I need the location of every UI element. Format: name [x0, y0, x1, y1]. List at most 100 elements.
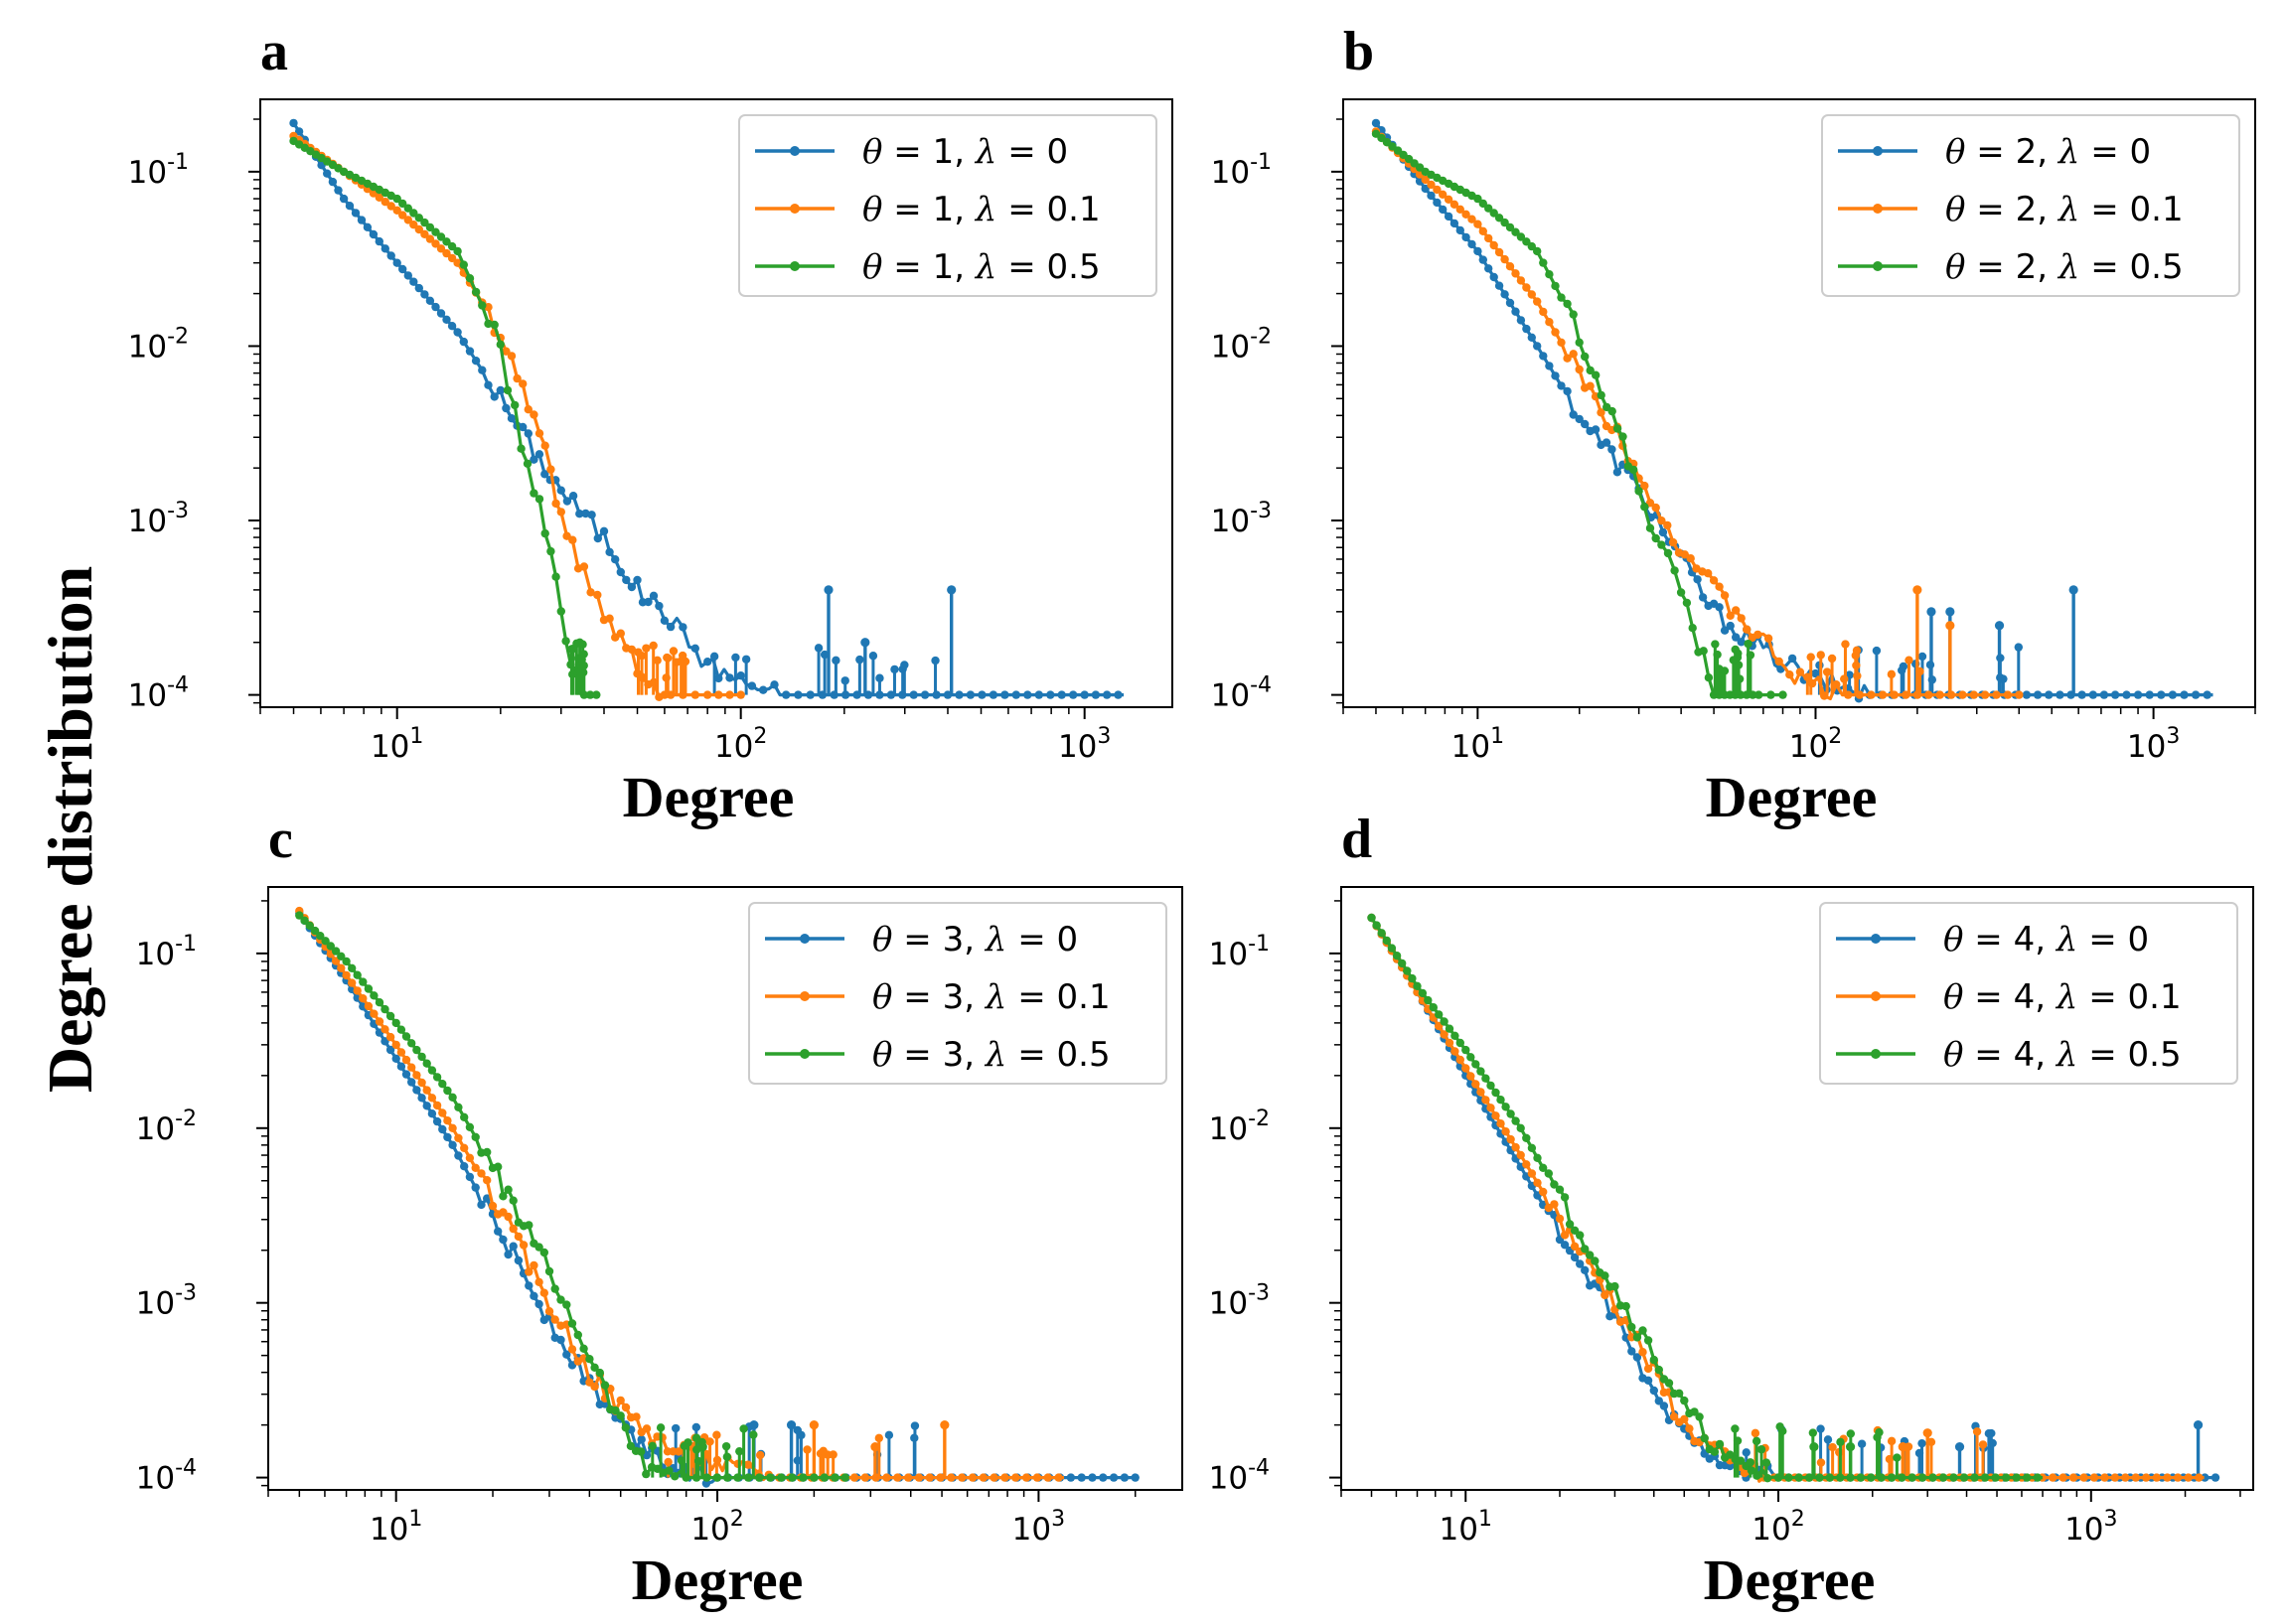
data-point [1066, 1473, 1076, 1482]
spike-point [2193, 1420, 2204, 1430]
data-point [1455, 205, 1465, 214]
data-point [840, 1473, 849, 1482]
data-point [1478, 255, 1488, 264]
data-point [396, 1025, 406, 1034]
series-theta3-lambda0_5 [295, 911, 849, 1482]
data-point [412, 1086, 421, 1095]
data-point [1887, 1473, 1897, 1482]
data-point [391, 1040, 400, 1050]
data-point [2122, 690, 2131, 699]
data-point [1505, 298, 1515, 308]
data-point [666, 622, 676, 632]
data-point [1761, 1458, 1771, 1467]
data-point [2003, 690, 2013, 699]
data-point [910, 1421, 920, 1430]
legend: θ = 4, λ = 0 θ = 4, λ = 0.1 θ = 4, λ = 0.5 [1819, 902, 2238, 1085]
data-point [392, 206, 401, 215]
data-point [1645, 523, 1655, 532]
data-point [819, 1446, 828, 1455]
data-point [2033, 690, 2043, 699]
data-point [799, 1473, 808, 1482]
data-point [703, 690, 712, 699]
data-point [1557, 293, 1566, 302]
legend-swatch-marker [790, 146, 800, 156]
data-point [407, 1063, 416, 1072]
data-point [1433, 198, 1442, 208]
data-point [551, 499, 560, 509]
data-point [385, 1011, 395, 1021]
data-point [1663, 548, 1673, 558]
data-point [806, 690, 815, 699]
data-point [1557, 338, 1566, 347]
data-point [1392, 952, 1402, 960]
data-point [1734, 649, 1743, 659]
data-point [2100, 1473, 2109, 1482]
data-point [1638, 1326, 1647, 1335]
legend-swatch-marker [1873, 261, 1883, 271]
data-point [1924, 690, 1933, 699]
legend-swatch-marker [790, 261, 800, 271]
data-point [484, 380, 493, 389]
data-point [519, 379, 528, 388]
data-point [1527, 241, 1537, 251]
data-point [1893, 1453, 1902, 1462]
data-point [396, 1062, 406, 1071]
data-point [414, 283, 423, 293]
data-point [1680, 1396, 1689, 1405]
data-point [1569, 350, 1578, 359]
y-tick-label: 10-2 [128, 324, 189, 365]
x-axis-label: Degree [623, 765, 795, 829]
data-point [1852, 646, 1862, 656]
data-point [1649, 1355, 1659, 1365]
data-point [1685, 1424, 1694, 1433]
data-point [337, 952, 346, 960]
plot-area [1371, 118, 2213, 703]
data-point [931, 656, 940, 665]
panel-letter-d: d [1341, 809, 1372, 870]
y-tick-label: 10-4 [1209, 1456, 1270, 1497]
data-point [1668, 537, 1678, 547]
data-point [460, 1112, 469, 1122]
data-point [1905, 656, 1913, 664]
data-point [1478, 226, 1488, 235]
data-point [504, 1212, 513, 1222]
data-point [556, 607, 565, 616]
data-point [803, 1445, 812, 1454]
data-point [562, 1300, 571, 1309]
data-point [1486, 1081, 1495, 1091]
data-point [1643, 1364, 1653, 1374]
data-point [1688, 624, 1697, 633]
y-minor-ticks [1331, 118, 1343, 704]
data-point [1473, 246, 1482, 256]
data-point [414, 214, 423, 222]
data-point [1439, 190, 1448, 199]
data-point [1632, 1353, 1642, 1362]
data-point [665, 1466, 674, 1475]
data-point [295, 911, 304, 920]
data-point [381, 1025, 389, 1034]
data-point [460, 1162, 469, 1171]
data-point [1569, 310, 1578, 319]
data-point [2022, 690, 2032, 699]
data-point [453, 328, 462, 337]
data-point [1991, 1473, 2000, 1482]
data-point [820, 650, 830, 660]
legend-swatch-marker [1871, 991, 1881, 1001]
data-point [1878, 690, 1888, 699]
data-point [616, 1396, 625, 1405]
data-point [759, 685, 768, 694]
data-point [1592, 370, 1600, 379]
data-point [477, 1169, 486, 1178]
data-point [2015, 690, 2024, 699]
data-point [539, 1248, 548, 1257]
legend-label: θ = 2, λ = 0.1 [1945, 190, 2184, 229]
y-tick-label: 10-1 [1211, 150, 1272, 191]
data-point [375, 1017, 384, 1026]
x-tick-label: 103 [2127, 724, 2180, 765]
data-point [1522, 324, 1531, 334]
data-point [1511, 307, 1520, 316]
y-axis-label: Degree distribution [35, 566, 105, 1093]
legend-label: θ = 1, λ = 0.5 [862, 247, 1101, 287]
data-point [544, 1266, 554, 1276]
data-point [909, 690, 918, 699]
